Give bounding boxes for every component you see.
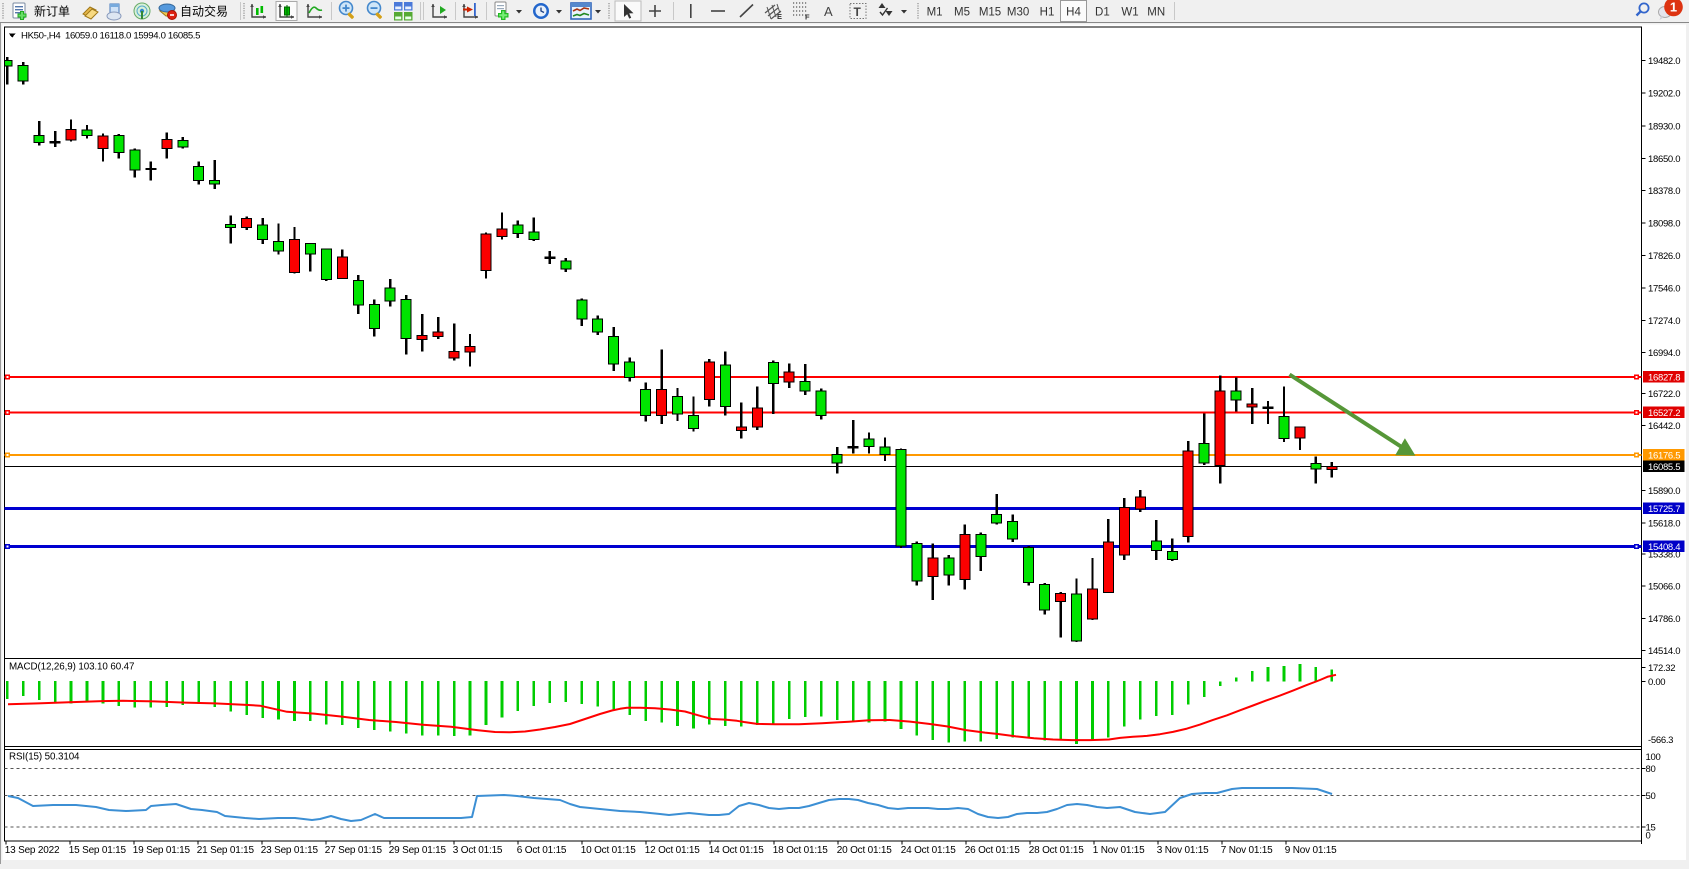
svg-text:29 Sep 01:15: 29 Sep 01:15 bbox=[389, 845, 447, 856]
svg-text:18 Oct 01:15: 18 Oct 01:15 bbox=[773, 845, 828, 856]
svg-text:9 Nov 01:15: 9 Nov 01:15 bbox=[1285, 845, 1337, 856]
svg-text:新订单: 新订单 bbox=[34, 4, 70, 19]
svg-text:F: F bbox=[805, 13, 810, 22]
svg-text:RSI(15) 50.3104: RSI(15) 50.3104 bbox=[9, 752, 80, 763]
svg-text:14 Oct 01:15: 14 Oct 01:15 bbox=[709, 845, 764, 856]
svg-text:16994.0: 16994.0 bbox=[1648, 348, 1680, 359]
svg-text:15618.0: 15618.0 bbox=[1648, 519, 1680, 530]
svg-text:自动交易: 自动交易 bbox=[180, 4, 228, 19]
svg-text:19202.0: 19202.0 bbox=[1648, 89, 1680, 100]
svg-text:16527.2: 16527.2 bbox=[1648, 408, 1680, 419]
svg-text:0: 0 bbox=[1646, 831, 1651, 842]
svg-text:24 Oct 01:15: 24 Oct 01:15 bbox=[901, 845, 956, 856]
svg-text:172.32: 172.32 bbox=[1648, 663, 1675, 674]
svg-text:M1: M1 bbox=[927, 7, 943, 19]
svg-text:16176.5: 16176.5 bbox=[1648, 451, 1680, 462]
svg-text:14786.0: 14786.0 bbox=[1648, 614, 1680, 625]
svg-text:1: 1 bbox=[1670, 0, 1677, 15]
svg-text:100: 100 bbox=[1646, 752, 1661, 763]
svg-text:13 Sep 2022: 13 Sep 2022 bbox=[5, 845, 60, 856]
svg-text:19 Sep 01:15: 19 Sep 01:15 bbox=[133, 845, 191, 856]
svg-text:10 Oct 01:15: 10 Oct 01:15 bbox=[581, 845, 636, 856]
svg-text:23 Sep 01:15: 23 Sep 01:15 bbox=[261, 845, 319, 856]
svg-text:15 Sep 01:15: 15 Sep 01:15 bbox=[69, 845, 127, 856]
svg-text:15338.0: 15338.0 bbox=[1648, 550, 1680, 561]
svg-text:27 Sep 01:15: 27 Sep 01:15 bbox=[325, 845, 383, 856]
svg-text:D1: D1 bbox=[1095, 7, 1110, 19]
svg-text:80: 80 bbox=[1646, 764, 1656, 775]
svg-text:18650.0: 18650.0 bbox=[1648, 154, 1680, 165]
svg-text:18378.0: 18378.0 bbox=[1648, 186, 1680, 197]
svg-text:M30: M30 bbox=[1007, 7, 1029, 19]
svg-text:21 Sep 01:15: 21 Sep 01:15 bbox=[197, 845, 255, 856]
svg-text:6 Oct 01:15: 6 Oct 01:15 bbox=[517, 845, 567, 856]
svg-text:15408.4: 15408.4 bbox=[1648, 542, 1680, 553]
svg-text:HK50-,H4 16059.0 16118.0 1599: HK50-,H4 16059.0 16118.0 15994.0 16085.5 bbox=[21, 31, 200, 42]
svg-text:0.00: 0.00 bbox=[1648, 677, 1665, 688]
svg-text:15890.0: 15890.0 bbox=[1648, 486, 1680, 497]
svg-text:H1: H1 bbox=[1040, 7, 1055, 19]
svg-text:50: 50 bbox=[1646, 791, 1656, 802]
svg-text:18930.0: 18930.0 bbox=[1648, 121, 1680, 132]
svg-text:18098.0: 18098.0 bbox=[1648, 218, 1680, 229]
svg-text:17826.0: 17826.0 bbox=[1648, 251, 1680, 262]
svg-text:15725.7: 15725.7 bbox=[1648, 504, 1680, 515]
svg-text:19482.0: 19482.0 bbox=[1648, 56, 1680, 67]
svg-text:M15: M15 bbox=[979, 7, 1001, 19]
svg-text:E: E bbox=[777, 12, 782, 21]
svg-text:20 Oct 01:15: 20 Oct 01:15 bbox=[837, 845, 892, 856]
svg-text:A: A bbox=[824, 4, 833, 19]
svg-text:16442.0: 16442.0 bbox=[1648, 421, 1680, 432]
svg-text:14514.0: 14514.0 bbox=[1648, 646, 1680, 657]
svg-text:28 Oct 01:15: 28 Oct 01:15 bbox=[1029, 845, 1084, 856]
svg-text:16722.0: 16722.0 bbox=[1648, 389, 1680, 400]
svg-text:W1: W1 bbox=[1121, 7, 1138, 19]
svg-text:MACD(12,26,9) 103.10 60.47: MACD(12,26,9) 103.10 60.47 bbox=[9, 662, 134, 673]
svg-text:H4: H4 bbox=[1066, 7, 1081, 19]
svg-text:T: T bbox=[854, 5, 862, 19]
svg-text:-566.3: -566.3 bbox=[1648, 735, 1673, 746]
svg-text:17274.0: 17274.0 bbox=[1648, 316, 1680, 327]
svg-text:3 Nov 01:15: 3 Nov 01:15 bbox=[1157, 845, 1209, 856]
svg-text:M5: M5 bbox=[954, 7, 970, 19]
svg-text:15066.0: 15066.0 bbox=[1648, 582, 1680, 593]
svg-text:1 Nov 01:15: 1 Nov 01:15 bbox=[1093, 845, 1145, 856]
svg-text:17546.0: 17546.0 bbox=[1648, 284, 1680, 295]
svg-text:26 Oct 01:15: 26 Oct 01:15 bbox=[965, 845, 1020, 856]
svg-text:15: 15 bbox=[1646, 822, 1656, 833]
svg-text:7 Nov 01:15: 7 Nov 01:15 bbox=[1221, 845, 1273, 856]
svg-text:16827.8: 16827.8 bbox=[1648, 373, 1680, 384]
svg-text:MN: MN bbox=[1147, 7, 1165, 19]
svg-text:16085.5: 16085.5 bbox=[1648, 462, 1680, 473]
svg-text:3 Oct 01:15: 3 Oct 01:15 bbox=[453, 845, 503, 856]
svg-text:12 Oct 01:15: 12 Oct 01:15 bbox=[645, 845, 700, 856]
